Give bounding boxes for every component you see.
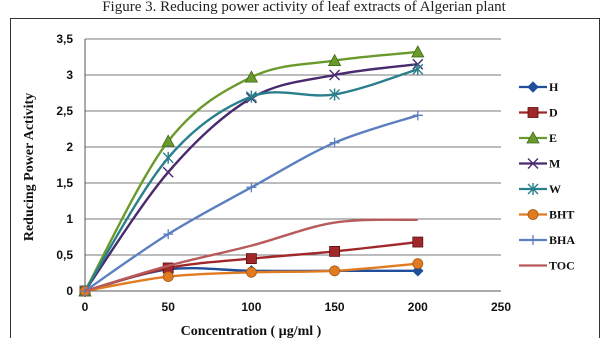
series-line-e [83, 50, 418, 292]
legend-item-m: M [519, 157, 560, 171]
x-tick-label: 250 [491, 300, 511, 314]
x-tick-label: 200 [408, 300, 428, 314]
data-point-bha [329, 137, 340, 148]
legend-label-e: E [549, 131, 557, 145]
y-axis-label: Reducing Power Activity [22, 93, 37, 241]
legend-item-bht: BHT [519, 208, 574, 222]
x-axis-label: Concentration ( µg/ml ) [181, 324, 322, 339]
y-tick-label: 3 [66, 68, 73, 82]
data-point-d [412, 236, 424, 248]
data-point-e [244, 70, 259, 83]
series-line-w [83, 68, 419, 292]
data-point-d [329, 245, 341, 257]
series-bha [80, 110, 423, 296]
y-tick-label: 2,5 [56, 104, 73, 118]
data-point-w [162, 151, 174, 164]
legend-marker-h [527, 81, 539, 93]
series-group [78, 45, 425, 297]
legend-label-bha: BHA [549, 233, 575, 247]
data-point-e [161, 134, 175, 147]
data-point-bha [412, 110, 423, 121]
grid-lines [85, 38, 501, 256]
legend-item-d: D [519, 106, 558, 120]
y-tick-label: 0 [66, 284, 73, 298]
x-tick-label: 150 [325, 300, 345, 314]
series-e [78, 45, 425, 297]
data-point-m [329, 69, 341, 81]
y-tick-label: 2 [66, 140, 73, 154]
data-point-w [329, 88, 341, 101]
legend-marker-w [527, 183, 539, 195]
legend-item-w: W [519, 182, 561, 196]
x-tick-labels: 0 50 100 150 200 250 [82, 300, 512, 314]
data-point-d [245, 253, 257, 265]
series-line-m [84, 63, 418, 292]
data-point-bht [329, 265, 341, 277]
y-tick-label: 0,5 [56, 248, 73, 262]
legend-label-bht: BHT [549, 208, 574, 222]
x-tick-label: 100 [241, 300, 261, 314]
x-tick-label: 50 [162, 300, 176, 314]
data-point-w [412, 63, 424, 76]
legend-marker-m [527, 158, 539, 169]
legend-marker-e [526, 131, 540, 144]
series-toc [84, 218, 418, 293]
legend-item-bha: BHA [519, 233, 575, 247]
data-point-bha [163, 229, 174, 240]
series-line-toc [84, 218, 418, 293]
series-line-bha [84, 114, 419, 292]
data-point-e [327, 53, 342, 66]
legend-marker-bht [527, 209, 539, 220]
y-tick-labels: 0 0,5 1 1,5 2 2,5 3 3,5 [56, 32, 73, 298]
y-tick-label: 3,5 [56, 32, 73, 46]
legend-label-w: W [549, 182, 561, 196]
data-point-bht [412, 258, 424, 270]
x-tick-label: 0 [82, 300, 89, 314]
axes [84, 39, 501, 292]
legend-label-d: D [549, 106, 558, 120]
y-tick-label: 1 [66, 212, 73, 226]
legend-marker-bha [528, 235, 538, 245]
figure-caption: Figure 3. Reducing power activity of lea… [102, 0, 506, 15]
legend-label-toc: TOC [549, 259, 575, 273]
data-point-m [162, 166, 174, 178]
legend-label-m: M [549, 157, 560, 171]
legend-marker-d [527, 107, 539, 118]
legend-item-e: E [519, 131, 557, 145]
data-point-bha [246, 182, 257, 193]
data-point-e [411, 45, 425, 58]
legend-item-toc: TOC [519, 259, 575, 273]
legend-item-h: H [519, 80, 559, 94]
legend-label-h: H [549, 80, 559, 94]
y-tick-label: 1,5 [56, 176, 73, 190]
data-point-bht [245, 266, 257, 278]
data-point-w [245, 90, 257, 103]
chart-frame: 0 0,5 1 1,5 2 2,5 3 3,5 0 50 100 150 200 250 H D E M W BH… [10, 18, 600, 339]
data-point-bht [162, 271, 174, 283]
